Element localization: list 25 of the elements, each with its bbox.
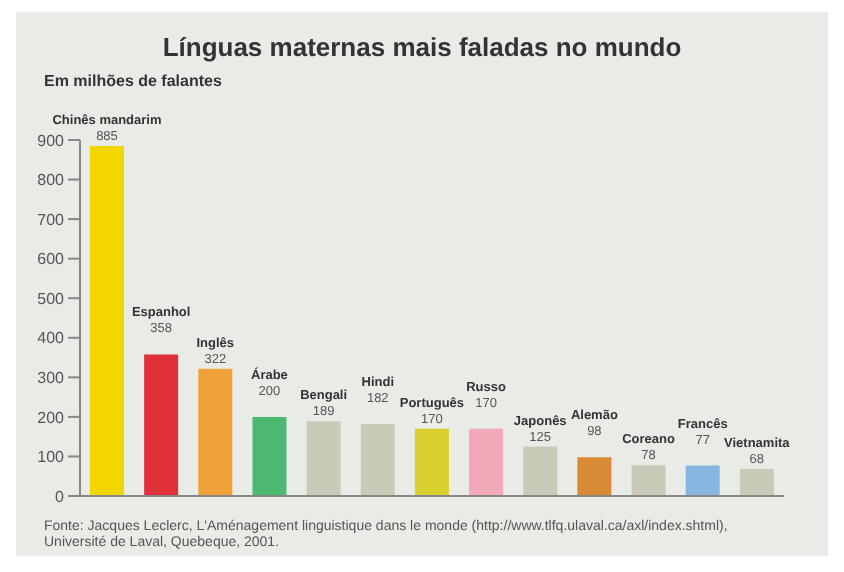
bar (631, 465, 666, 496)
bar (469, 428, 504, 496)
y-axis-title: Em milhões de falantes (44, 72, 222, 90)
bar (577, 457, 612, 496)
bar (252, 416, 287, 496)
bar (360, 424, 395, 496)
bar (414, 428, 449, 496)
y-tick-label: 600 (37, 250, 66, 269)
y-tick-label: 800 (37, 171, 66, 190)
bar (685, 465, 720, 496)
y-tick-label: 200 (37, 408, 66, 427)
y-tick-label: 0 (55, 487, 66, 506)
y-tick-label: 100 (37, 448, 66, 467)
bar (198, 368, 233, 496)
bar (523, 446, 558, 496)
y-tick-label: 500 (37, 289, 66, 308)
y-tick-label: 300 (37, 369, 66, 388)
chart-title: Línguas maternas mais faladas no mundo (160, 32, 684, 62)
y-tick-label: 900 (37, 131, 66, 150)
y-tick-label: 700 (37, 210, 66, 229)
y-tick-label: 400 (37, 329, 66, 348)
bar (739, 469, 774, 496)
bar (306, 421, 341, 496)
bar (90, 145, 124, 496)
bar (144, 354, 179, 496)
